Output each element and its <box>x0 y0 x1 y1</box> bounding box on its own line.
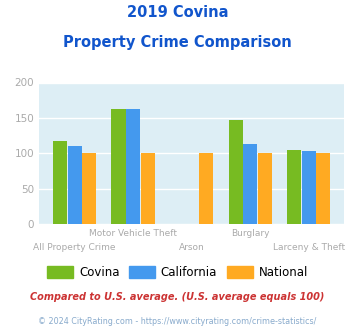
Text: Property Crime Comparison: Property Crime Comparison <box>63 35 292 50</box>
Bar <box>82 153 96 224</box>
Bar <box>67 147 82 224</box>
Legend: Covina, California, National: Covina, California, National <box>42 262 313 284</box>
Bar <box>316 153 331 224</box>
Bar <box>302 151 316 224</box>
Bar <box>126 109 140 224</box>
Bar <box>229 120 242 224</box>
Bar <box>141 153 155 224</box>
Bar <box>287 150 301 224</box>
Text: Arson: Arson <box>179 243 204 251</box>
Bar <box>243 144 257 224</box>
Text: Motor Vehicle Theft: Motor Vehicle Theft <box>89 229 177 238</box>
Bar <box>199 153 213 224</box>
Bar <box>111 110 126 224</box>
Text: © 2024 CityRating.com - https://www.cityrating.com/crime-statistics/: © 2024 CityRating.com - https://www.city… <box>38 317 317 326</box>
Text: Compared to U.S. average. (U.S. average equals 100): Compared to U.S. average. (U.S. average … <box>30 292 325 302</box>
Bar <box>53 141 67 224</box>
Bar <box>258 153 272 224</box>
Text: All Property Crime: All Property Crime <box>33 243 116 251</box>
Text: Burglary: Burglary <box>231 229 269 238</box>
Text: 2019 Covina: 2019 Covina <box>127 5 228 20</box>
Text: Larceny & Theft: Larceny & Theft <box>273 243 345 251</box>
